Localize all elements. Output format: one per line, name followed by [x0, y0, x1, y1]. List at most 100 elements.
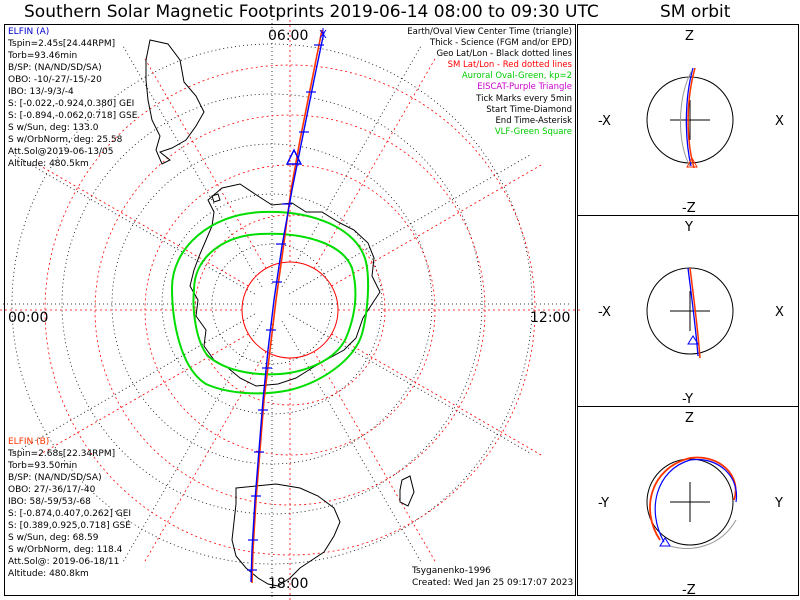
model-label: Tsyganenko-1996	[412, 566, 491, 576]
orbit-a	[654, 458, 738, 543]
africa-coast	[231, 483, 341, 587]
created-label: Created: Wed Jan 25 09:17:07 2023	[412, 578, 574, 588]
sm-lon-line	[331, 333, 542, 456]
auroral-oval	[170, 210, 370, 395]
orbit-a	[687, 267, 699, 357]
sm-lat-circle	[144, 164, 436, 456]
axis-label-right: Y	[774, 496, 783, 511]
orbit-triangle	[686, 156, 698, 168]
legend-item: Auroral Oval-Green, kp=2	[461, 71, 572, 82]
elfin-a-info-line: ELFIN (A)	[8, 27, 50, 37]
clock-label-left: 00:00	[8, 310, 48, 326]
sm-grid	[0, 20, 580, 600]
geo-lon-line	[289, 153, 533, 295]
elfin-b-info-line: IBO: 58/-59/53/-68	[8, 497, 91, 507]
orbit-title: SM orbit	[660, 2, 731, 22]
orbit-panel: Z -Z -Y Y	[598, 411, 783, 598]
axis-label-bottom: -Z	[682, 201, 696, 216]
sm-lon-line	[313, 351, 436, 562]
legend-item: VLF-Green Square	[494, 126, 572, 137]
orbit-panel: Y -Y -X X	[598, 220, 784, 407]
legend: Earth/Oval View Center Time (triangle) Th…	[407, 28, 572, 139]
sm-lon-line	[38, 164, 249, 287]
elfin-b-info-line: S w/Sun, deg: 68.59	[8, 533, 99, 543]
legend-item: End Time-Asterisk	[495, 115, 572, 126]
end-asterisk	[319, 28, 327, 40]
earth-circle	[646, 458, 734, 546]
axis-label-right: X	[775, 114, 784, 129]
south-georgia	[211, 193, 221, 203]
sm-lon-line	[38, 333, 249, 456]
elfin-a-info-line: Torb=93.46min	[8, 51, 78, 61]
elfin-b-info-line: Att.Sol@: 2019-06-18/11	[8, 557, 120, 567]
legend-item: Earth/Oval View Center Time (triangle)	[407, 27, 572, 37]
clock-label-bottom: 18:00	[268, 576, 308, 592]
axis-label-left: -Y	[598, 496, 609, 511]
view-center-triangle	[285, 148, 303, 165]
orbit-triangle	[659, 537, 671, 547]
axis-label-right: X	[775, 305, 784, 320]
antarctica-coast	[189, 183, 381, 387]
elfin-b-track	[251, 29, 323, 584]
orbit-shadow	[669, 519, 737, 549]
legend-item: SM Lat/Lon - Red dotted lines	[447, 60, 572, 71]
orbit-shadow	[680, 69, 693, 167]
geo-lon-line	[281, 321, 423, 565]
orbit-b	[689, 267, 701, 359]
map-frame	[4, 24, 576, 596]
elfin-a-info-line: Altitude: 480.5km	[8, 159, 89, 169]
orbit-frame	[577, 24, 799, 596]
geo-lat-circle	[161, 193, 383, 415]
geo-lon-line	[281, 43, 423, 287]
geo-lon-line	[11, 153, 255, 295]
clock-label-top: 06:00	[268, 28, 308, 44]
orbit-panels: Z -Z -X X Y -Y -X X Z -Z -Y Y	[598, 29, 784, 598]
legend-item: EISCAT-Purple Triangle	[477, 82, 572, 93]
elfin-b-info: ELFIN (B) Tspin=2.68s[22.34RPM] Torb=93.50…	[8, 438, 131, 582]
elfin-a-info-line: S w/OrbNorm, deg: 25.58	[8, 135, 123, 145]
sm-lat-circle	[241, 261, 339, 359]
axis-label-bottom: -Y	[682, 392, 693, 407]
elfin-b-info-line: ELFIN (B)	[8, 437, 50, 447]
madagascar	[399, 475, 415, 507]
axis-label-bottom: -Z	[682, 583, 696, 598]
sm-lon-line	[144, 351, 267, 562]
geo-lon-line	[121, 43, 263, 287]
elfin-b-info-line: Altitude: 480.8km	[8, 569, 89, 579]
elfin-b-info-line: OBO: 27/-36/17/-40	[8, 485, 96, 495]
elfin-b-info-line: S: [0.389,0.925,0.718] GSE	[8, 521, 131, 531]
main-title: Southern Solar Magnetic Footprints 2019-…	[24, 2, 599, 22]
elfin-a-info: ELFIN (A) Tspin=2.45s[24.44RPM] Torb=93.46…	[8, 28, 137, 172]
auroral-oval-inner	[192, 232, 357, 376]
elfin-b-info-line: B/SP: (NA/ND/SD/SA)	[8, 473, 102, 483]
legend-item: Start Time-Diamond	[486, 104, 572, 115]
coastlines	[145, 39, 415, 587]
orbit-triangle	[687, 335, 699, 345]
elfin-a-info-line: OBO: -10/-27/-15/-20	[8, 75, 102, 85]
axis-label-top: Z	[685, 411, 694, 426]
elfin-b-info-line: Torb=93.50min	[8, 461, 78, 471]
geo-lat-circle	[211, 243, 333, 365]
sm-lon-line	[331, 164, 542, 287]
geo-lon-line	[289, 313, 533, 455]
auroral-oval-outer	[170, 210, 370, 395]
elfin-a-info-line: IBO: 13/-9/3/-4	[8, 87, 74, 97]
axis-label-left: -X	[598, 114, 611, 129]
elfin-a-info-line: S: [-0.022,-0.924,0.380] GEI	[8, 99, 135, 109]
geo-grid	[0, 4, 572, 600]
sm-lon-line	[313, 58, 436, 269]
geo-lon-line	[11, 313, 255, 455]
legend-item: Tick Marks every 5min	[476, 93, 572, 104]
footprint-tracks	[247, 28, 327, 584]
clock-label-right: 12:00	[530, 310, 570, 326]
elfin-a-info-line: Tspin=2.45s[24.44RPM]	[8, 39, 116, 49]
south-america-coast	[145, 39, 205, 165]
orbit-a	[685, 67, 694, 167]
elfin-a-info-line: S: [-0.894,-0.062,0.718] GSE	[8, 111, 138, 121]
elfin-a-info-line: S w/Sun, deg: 133.0	[8, 123, 99, 133]
elfin-b-info-line: S w/OrbNorm, deg: 118.4	[8, 545, 123, 555]
legend-item: Geo Lat/Lon - Black dotted lines	[436, 49, 572, 60]
geo-lon-line	[121, 321, 263, 565]
